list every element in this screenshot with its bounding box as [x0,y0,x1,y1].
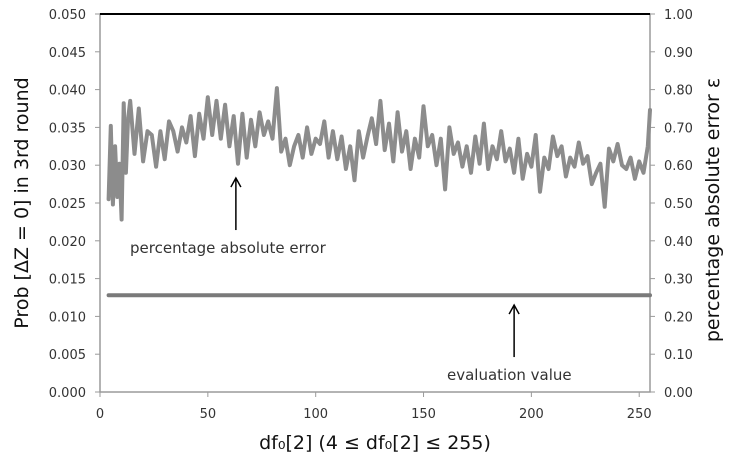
y-right-axis-ticks: 0.00 0.10 0.20 0.30 0.40 0.50 0.60 0.70 0.80 0.90… [650,8,693,401]
y-right-tick-label: 0.40 [664,235,693,250]
x-tick-label: 250 [627,407,652,422]
y-left-tick-label: 0.050 [49,8,86,23]
y-left-tick-label: 0.010 [49,310,86,325]
x-tick-label: 200 [519,407,544,422]
y-right-tick-label: 0.20 [664,310,693,325]
annotation-label: percentage absolute error [130,239,327,257]
y-left-axis-title: Prob [ΔZ = 0] in 3rd round [11,77,33,328]
y-left-tick-label: 0.045 [49,46,86,61]
y-left-axis-ticks: 0.000 0.005 0.010 0.015 0.020 0.025 0.030 0.035… [49,8,100,401]
y-left-tick-label: 0.040 [49,84,86,99]
series-group [106,86,652,298]
y-right-tick-label: 0.30 [664,273,693,288]
y-right-tick-label: 0.90 [664,46,693,61]
annotation-arrow-head [230,176,242,188]
y-right-tick-label: 0.00 [664,386,693,401]
y-right-tick-label: 1.00 [664,8,693,23]
y-left-tick-label: 0.035 [49,121,86,136]
y-right-axis-title: percentage absolute error ε [702,78,724,342]
x-tick-label: 50 [200,407,217,422]
x-tick-label: 100 [303,407,328,422]
annotation-arrow-head [508,303,520,315]
x-tick-label: 150 [411,407,436,422]
y-left-tick-label: 0.020 [49,235,86,250]
y-right-tick-label: 0.70 [664,121,693,136]
y-left-tick-label: 0.005 [49,348,86,363]
annotation-group: percentage absolute error evaluation valu… [130,176,572,384]
y-left-tick-label: 0.000 [49,386,86,401]
y-right-tick-label: 0.10 [664,348,693,363]
y-left-tick-label: 0.025 [49,197,86,212]
y-left-tick-label: 0.030 [49,159,86,174]
series-line-percentage-absolute-error [106,86,652,222]
y-right-tick-label: 0.80 [664,84,693,99]
y-left-tick-label: 0.015 [49,273,86,288]
x-axis-ticks: 0 50 100 150 200 250 [96,392,652,422]
annotation-label: evaluation value [447,366,572,384]
plot-frame [99,13,651,393]
y-right-tick-label: 0.50 [664,197,693,212]
x-axis-title: df₀[2] (4 ≤ df₀[2] ≤ 255) [259,432,491,454]
x-tick-label: 0 [96,407,104,422]
y-right-tick-label: 0.60 [664,159,693,174]
